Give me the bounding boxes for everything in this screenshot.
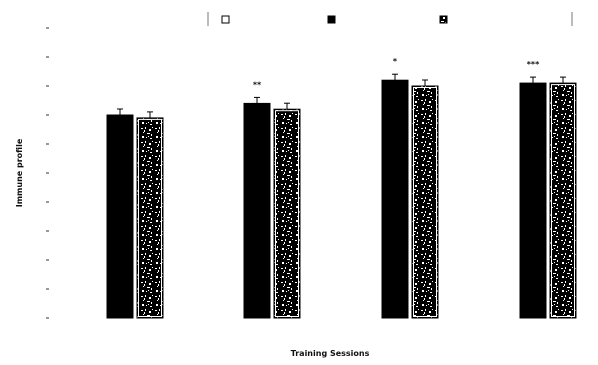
- significance-mark: *: [393, 57, 398, 66]
- legend-swatch: [221, 15, 230, 24]
- x-axis-title: Training Sessions: [291, 349, 370, 358]
- bar: [243, 102, 271, 319]
- bar: [549, 82, 577, 319]
- bar: [136, 117, 164, 319]
- bar: [106, 114, 134, 319]
- bar: [273, 108, 301, 319]
- legend-swatch: [439, 15, 448, 24]
- bars: [106, 73, 577, 319]
- significance-mark: **: [253, 80, 262, 89]
- bar: [519, 82, 547, 319]
- bar-inner-border: [138, 118, 162, 318]
- bar-inner-border: [413, 87, 437, 317]
- bar: [381, 79, 409, 319]
- legend: [207, 12, 573, 26]
- legend-swatch: [327, 15, 336, 24]
- bar: [411, 85, 439, 319]
- labels: *** ***: [253, 57, 540, 89]
- bar-inner-border: [275, 110, 299, 317]
- axes: [46, 27, 49, 319]
- y-axis-title: Immune profile: [15, 138, 24, 207]
- bar-inner-border: [551, 84, 575, 317]
- significance-mark: ***: [527, 60, 540, 69]
